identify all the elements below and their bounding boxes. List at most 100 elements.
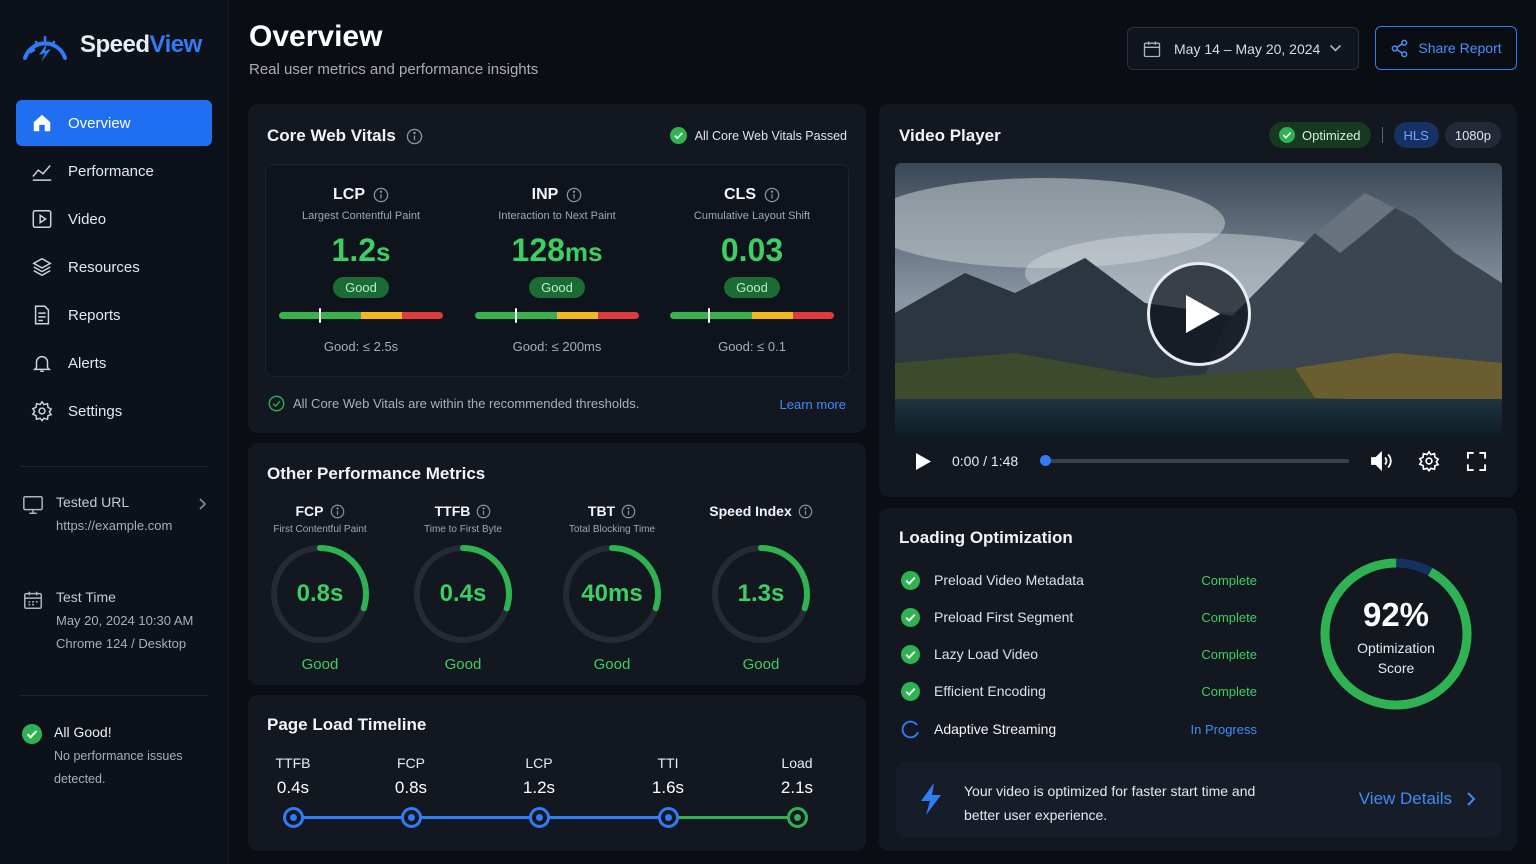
- video-player-card: Video Player Optimized HLS 1080p: [879, 104, 1517, 497]
- learn-more-link[interactable]: Learn more: [779, 397, 846, 412]
- other-metrics-card: Other Performance Metrics FCP First Conte…: [248, 443, 866, 685]
- status-title: All Good!: [54, 724, 112, 740]
- info-icon[interactable]: [621, 504, 636, 519]
- gauge-rating: Good: [444, 656, 482, 673]
- info-icon[interactable]: [406, 128, 423, 145]
- optimized-badge: Optimized: [1269, 122, 1371, 148]
- brand-name-accent: View: [149, 31, 203, 58]
- gauge-desc: Total Blocking Time: [568, 524, 656, 535]
- check-circle-icon: [22, 724, 42, 786]
- optimized-label: Optimized: [1302, 127, 1361, 143]
- metric-inp: INP Interaction to Next Paint 128ms Good…: [462, 186, 652, 354]
- score-label-1: Optimization: [1357, 640, 1435, 656]
- tested-url-value: https://example.com: [56, 518, 173, 533]
- optimization-label: Efficient Encoding: [934, 683, 1046, 699]
- metric-value: 1.2: [331, 232, 376, 268]
- info-icon[interactable]: [764, 187, 780, 203]
- timeline-dot[interactable]: [401, 807, 422, 828]
- play-overlay-button[interactable]: [1147, 262, 1251, 366]
- score-label-2: Score: [1377, 660, 1415, 676]
- check-circle-icon: [901, 570, 920, 590]
- optimization-status: Complete: [1201, 646, 1257, 662]
- timeline-dot[interactable]: [529, 807, 550, 828]
- video-badges: Optimized HLS 1080p: [1269, 122, 1501, 148]
- sidebar-item-label: Performance: [68, 162, 154, 180]
- chevron-right-icon: [1466, 791, 1477, 807]
- share-report-label: Share Report: [1418, 40, 1502, 56]
- badge-separator: [1381, 127, 1383, 143]
- metric-value: 0.03: [720, 232, 784, 268]
- sidebar-item-label: Video: [68, 210, 107, 228]
- info-icon[interactable]: [373, 187, 389, 203]
- gauge-ring: 40ms: [560, 542, 664, 646]
- spinner-icon: [901, 720, 920, 739]
- play-button[interactable]: [915, 452, 932, 471]
- timeline-point-load: Load 2.1s: [757, 755, 837, 798]
- tested-url-block[interactable]: Tested URL https://example.com: [22, 494, 208, 533]
- seek-handle[interactable]: [1040, 455, 1051, 466]
- info-icon[interactable]: [330, 504, 345, 519]
- date-range-label: May 14 – May 20, 2024: [1174, 40, 1321, 57]
- optimization-status: Complete: [1201, 609, 1257, 625]
- view-details-link[interactable]: View Details: [1359, 789, 1477, 809]
- timeline-dot[interactable]: [283, 807, 304, 828]
- timeline-point-fcp: FCP 0.8s: [371, 755, 451, 798]
- test-time-value: May 20, 2024 10:30 AM: [56, 613, 194, 628]
- status-line-2: detected.: [54, 772, 106, 786]
- video-icon: [30, 207, 54, 231]
- info-icon[interactable]: [798, 504, 813, 519]
- sidebar-item-video[interactable]: Video: [16, 196, 212, 242]
- sidebar-item-alerts[interactable]: Alerts: [16, 340, 212, 386]
- date-range-picker[interactable]: May 14 – May 20, 2024: [1127, 27, 1359, 70]
- loading-title: Loading Optimization: [899, 528, 1073, 547]
- page-title: Overview: [249, 20, 383, 53]
- chevron-down-icon: [1329, 43, 1342, 53]
- fullscreen-button[interactable]: [1466, 451, 1487, 472]
- info-icon[interactable]: [566, 187, 582, 203]
- sidebar-item-label: Reports: [68, 306, 121, 324]
- timeline-dot[interactable]: [787, 807, 808, 828]
- tested-url-label: Tested URL: [56, 494, 130, 510]
- info-icon[interactable]: [476, 504, 491, 519]
- optimization-item: Preload Video Metadata Complete: [901, 568, 1257, 592]
- rating-badge: Good: [333, 277, 389, 298]
- timeline-dot[interactable]: [658, 807, 679, 828]
- sidebar-item-resources[interactable]: Resources: [16, 244, 212, 290]
- timeline-point-name: TTFB: [275, 755, 311, 771]
- optimization-banner: Your video is optimized for faster start…: [896, 762, 1501, 837]
- sidebar-item-overview[interactable]: Overview: [16, 100, 212, 146]
- gauge-desc: [696, 524, 826, 536]
- gauge-arc: [712, 545, 810, 643]
- video-title: Video Player: [899, 126, 1001, 145]
- video-time: 0:00 / 1:48: [952, 453, 1019, 469]
- timeline-point-value: 1.6s: [651, 778, 685, 797]
- sidebar-item-reports[interactable]: Reports: [16, 292, 212, 338]
- metric-unit: ms: [564, 237, 603, 267]
- share-report-button[interactable]: Share Report: [1375, 26, 1517, 70]
- metric-desc: Interaction to Next Paint: [498, 210, 616, 222]
- timeline-point-value: 0.8s: [394, 778, 428, 797]
- check-circle-icon: [901, 644, 920, 664]
- core-web-vitals-card: Core Web Vitals All Core Web Vitals Pass…: [248, 104, 866, 433]
- threshold-text: Good: ≤ 2.5s: [323, 339, 399, 354]
- rating-badge: Good: [529, 277, 585, 298]
- score-ring-graphic: [1320, 558, 1472, 710]
- settings-gear-button[interactable]: [1418, 450, 1440, 472]
- seek-bar[interactable]: [1040, 455, 1349, 466]
- metric-cls: CLS Cumulative Layout Shift 0.03 Good Go…: [657, 186, 847, 354]
- sidebar-item-settings[interactable]: Settings: [16, 388, 212, 434]
- volume-button[interactable]: [1370, 450, 1394, 472]
- page-load-timeline-card: Page Load Timeline TTFB 0.4s FCP 0.8s LCP 1.2…: [248, 695, 866, 851]
- test-env-value: Chrome 124 / Desktop: [56, 636, 187, 651]
- optimization-status: Complete: [1201, 683, 1257, 699]
- sidebar-item-performance[interactable]: Performance: [16, 148, 212, 194]
- sidebar-divider: [20, 695, 208, 696]
- gauge-name: FCP: [295, 503, 324, 519]
- sidebar-item-label: Alerts: [68, 354, 107, 372]
- check-circle-icon: [669, 127, 687, 144]
- sidebar-item-label: Settings: [68, 402, 123, 420]
- logo[interactable]: SpeedView: [20, 28, 202, 62]
- threshold-marker: [515, 308, 517, 323]
- video-frame[interactable]: [895, 163, 1502, 439]
- check-circle-icon: [1279, 127, 1296, 143]
